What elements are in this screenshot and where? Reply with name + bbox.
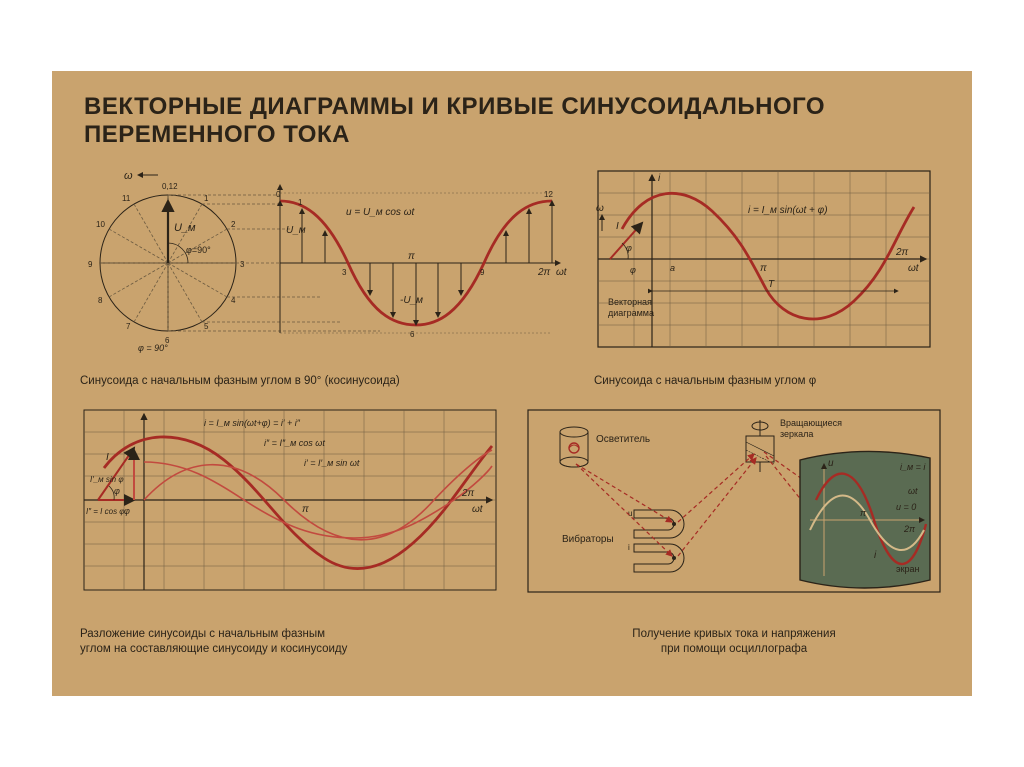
svg-text:φ: φ [626,243,632,253]
panel-phase: I φ ω i i = I_м sin(ωt + φ) ωt π 2π [594,163,934,388]
svg-text:Вибраторы: Вибраторы [562,533,614,545]
panel3-caption: Разложение синусоиды с начальным фазным … [80,627,500,656]
phi-inner: φ=90° [186,245,211,255]
vector-label: U_м [174,222,196,234]
vibrators-icon: u i [628,509,684,572]
panel1-svg: U_м φ=90° 0,12 1 2 3 4 5 6 7 8 9 10 1 [80,163,570,363]
oscillograph-screen: u i_м = i u = 0 π 2π ωt i экран [800,452,930,589]
panel-oscillograph: Осветитель Вращающиеся зеркала [524,406,944,656]
svg-text:I′_м sin φ: I′_м sin φ [90,475,124,484]
svg-text:i: i [658,173,661,184]
mirror-icon [746,420,774,472]
svg-text:9: 9 [88,260,93,269]
panel-decompose: I I′_м sin φ I″ = I cos φ φ i = I_м sin(… [80,406,500,656]
svg-text:u: u [828,458,834,469]
svg-text:5: 5 [204,322,209,331]
svg-text:ωt: ωt [908,486,918,496]
svg-text:π: π [860,508,867,518]
svg-text:U_м: U_м [286,225,306,236]
svg-text:a: a [670,263,675,273]
svg-text:φ: φ [124,506,130,516]
svg-text:ωt: ωt [472,504,484,515]
panel1-caption: Синусоида с начальным фазным углом в 90°… [80,374,570,388]
svg-text:ωt: ωt [556,267,568,278]
svg-text:I: I [616,221,619,232]
svg-text:φ = 90°: φ = 90° [138,343,168,353]
row-2: I I′_м sin φ I″ = I cos φ φ i = I_м sin(… [80,406,944,656]
svg-text:π: π [760,263,767,274]
svg-text:9: 9 [480,268,485,277]
svg-text:0: 0 [276,190,281,199]
svg-text:2π: 2π [895,247,909,258]
svg-text:-U_м: -U_м [400,295,423,306]
svg-text:Вращающиеся: Вращающиеся [780,418,842,428]
svg-text:i′ = I′_м sin ωt: i′ = I′_м sin ωt [304,458,360,468]
svg-text:u = U_м cos ωt: u = U_м cos ωt [346,207,416,218]
svg-text:12: 12 [544,190,553,199]
row-1: U_м φ=90° 0,12 1 2 3 4 5 6 7 8 9 10 1 [80,163,944,388]
diagram-page: ВЕКТОРНЫЕ ДИАГРАММЫ И КРИВЫЕ СИНУСОИДАЛЬ… [52,71,972,696]
svg-text:π: π [408,251,415,262]
illuminator-icon [560,427,588,467]
panel4-caption: Получение кривых тока и напряжения при п… [524,627,944,656]
svg-text:Векторная: Векторная [608,297,652,307]
svg-text:I″ = I cos φ: I″ = I cos φ [86,507,125,516]
svg-text:u: u [628,509,632,518]
svg-text:i″ = I″_м cos ωt: i″ = I″_м cos ωt [264,438,325,448]
svg-text:11: 11 [122,194,131,203]
svg-text:i: i [628,543,630,552]
page-title: ВЕКТОРНЫЕ ДИАГРАММЫ И КРИВЫЕ СИНУСОИДАЛЬ… [84,93,944,149]
svg-text:ω: ω [596,203,604,214]
svg-text:зеркала: зеркала [780,429,813,439]
svg-text:2π: 2π [903,524,916,534]
svg-text:T: T [768,279,775,290]
svg-text:i = I_м sin(ωt + φ): i = I_м sin(ωt + φ) [748,205,828,216]
svg-text:7: 7 [126,322,131,331]
svg-text:8: 8 [98,296,103,305]
svg-text:3: 3 [342,268,347,277]
svg-text:ωt: ωt [908,263,920,274]
svg-text:диаграмма: диаграмма [608,308,654,318]
svg-text:1: 1 [298,198,303,207]
panel3-svg: I I′_м sin φ I″ = I cos φ φ i = I_м sin(… [80,406,500,616]
svg-text:u = 0: u = 0 [896,502,916,512]
svg-text:2π: 2π [461,488,475,499]
svg-text:i = I_м sin(ωt+φ) = i′ + i″: i = I_м sin(ωt+φ) = i′ + i″ [204,418,301,428]
svg-text:i_м = i: i_м = i [900,462,926,472]
svg-text:2π: 2π [537,267,551,278]
svg-text:10: 10 [96,220,105,229]
panel2-svg: I φ ω i i = I_м sin(ωt + φ) ωt π 2π [594,163,934,363]
panel-cosine: U_м φ=90° 0,12 1 2 3 4 5 6 7 8 9 10 1 [80,163,570,388]
panel4-svg: Осветитель Вращающиеся зеркала [524,406,944,616]
svg-text:Осветитель: Осветитель [596,434,650,445]
panel2-caption: Синусоида с начальным фазным углом φ [594,374,934,388]
svg-text:экран: экран [896,564,920,574]
svg-text:φ: φ [114,486,120,496]
svg-text:ω: ω [124,170,133,182]
svg-text:π: π [302,504,309,515]
svg-text:6: 6 [410,330,415,339]
svg-text:0,12: 0,12 [162,182,178,191]
svg-text:2: 2 [231,220,236,229]
svg-text:3: 3 [240,260,245,269]
svg-text:φ: φ [630,265,636,275]
